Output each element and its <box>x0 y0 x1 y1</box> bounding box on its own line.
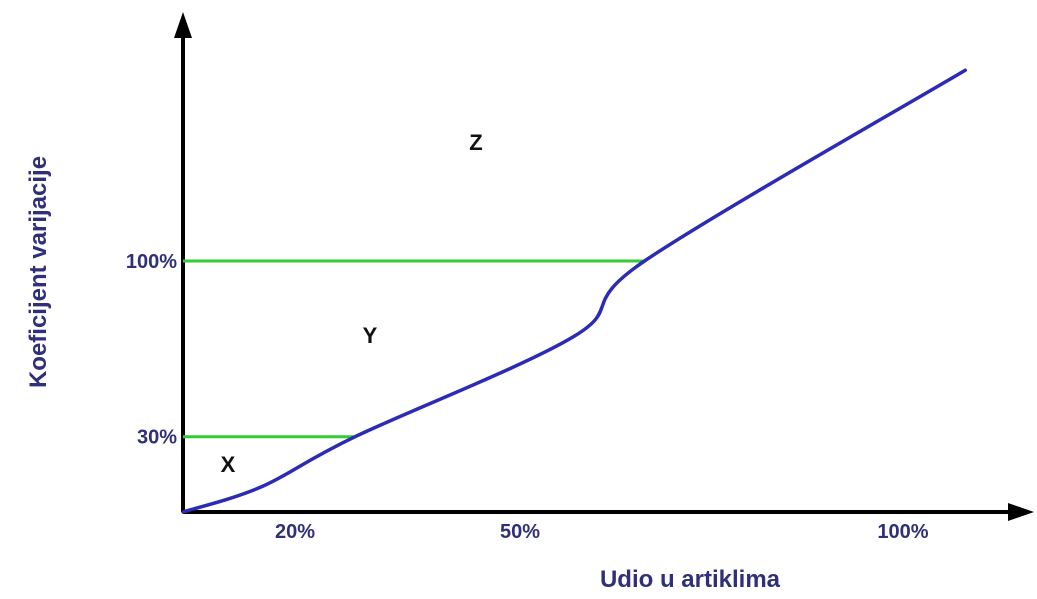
y-axis-label: Koeficijent varijacije <box>25 156 52 388</box>
x-tick-label: 20% <box>275 521 315 543</box>
region-label-x: X <box>221 452 236 477</box>
x-axis-arrow <box>1008 503 1034 521</box>
tick-labels: 20% 50% 100% 30% 100% <box>126 251 929 543</box>
series <box>181 68 967 514</box>
y-axis-arrow <box>174 12 192 38</box>
threshold-lines <box>183 259 645 439</box>
y-tick-label: 30% <box>137 427 177 449</box>
series-line-0 <box>181 68 967 514</box>
x-tick-label: 50% <box>500 521 540 543</box>
region-label-y: Y <box>363 323 378 348</box>
region-label-z: Z <box>469 130 482 155</box>
axes <box>174 12 1034 521</box>
x-axis-label: Udio u artiklima <box>600 566 781 593</box>
y-tick-label: 100% <box>126 251 177 273</box>
x-tick-label: 100% <box>877 521 928 543</box>
region-labels: X Y Z <box>221 130 483 477</box>
